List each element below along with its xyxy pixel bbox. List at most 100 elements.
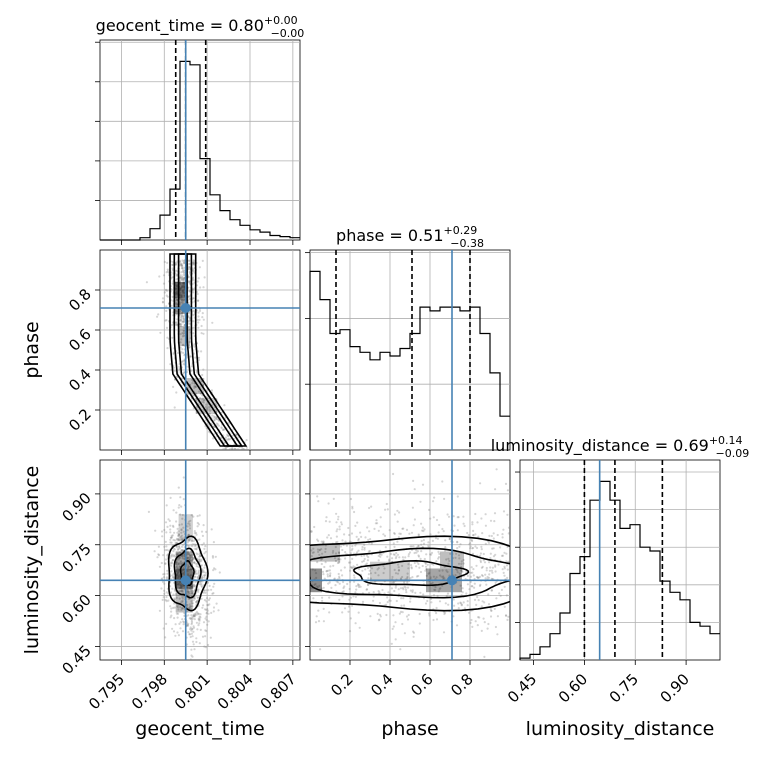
scatter-point [215,417,218,420]
scatter-point [397,588,400,591]
scatter-point [358,626,361,629]
scatter-point [161,598,164,602]
scatter-point [361,545,364,549]
scatter-point [468,543,471,546]
scatter-point [194,385,197,389]
scatter-point [491,547,494,550]
scatter-point [489,566,492,569]
scatter-point [406,572,409,575]
scatter-point [172,554,176,557]
scatter-point [198,615,201,618]
scatter-point [403,604,406,607]
contours-luminosity_distance-vs-phase [310,535,510,612]
scatter-point [199,583,202,586]
scatter-point [212,606,216,609]
scatter-point [397,566,400,569]
scatter-point [201,606,204,609]
scatter-point [406,581,409,584]
scatter-point [342,590,345,593]
scatter-point [399,577,402,580]
scatter-point [169,605,172,608]
scatter-point [482,559,485,562]
scatter-point [173,548,176,551]
scatter-point [347,610,350,613]
scatter-point [175,563,179,566]
scatter-point [222,448,225,450]
scatter-point [169,562,172,565]
scatter-point [172,538,175,542]
scatter-point [409,577,412,580]
scatter-point [189,633,192,636]
scatter-point [180,590,183,593]
scatter-point [181,335,184,338]
scatter-point [477,616,480,619]
scatter-point [179,323,182,326]
scatter-point [367,566,370,570]
scatter-point [178,369,181,372]
scatter-point [200,558,203,561]
scatter-point [179,264,182,267]
scatter-point [199,628,202,632]
scatter-point [160,530,164,533]
scatter-point [478,575,481,579]
scatter-point [186,588,189,591]
scatter-point [202,569,205,572]
scatter-point [313,583,316,587]
scatter-point [165,305,168,308]
scatter-point [333,577,336,580]
scatter-point [187,590,190,594]
scatter-point [178,276,182,279]
scatter-point [197,558,201,562]
scatter-point [349,561,352,564]
scatter-point [161,577,164,580]
scatter-point [229,437,232,441]
scatter-point [165,595,168,599]
scatter-point [179,606,182,609]
scatter-point [180,263,183,266]
scatter-point [187,539,190,542]
scatter-point [361,548,364,551]
scatter-point [323,565,326,569]
scatter-point [358,567,361,571]
scatter-point [367,577,370,580]
scatter-point [203,399,206,402]
scatter-point [413,561,416,565]
scatter-point [173,406,176,409]
scatter-point [382,571,385,575]
scatter-point [403,585,406,588]
scatter-point [329,574,332,577]
scatter-point [195,621,198,624]
scatter-point [350,549,353,552]
scatter-point [204,550,207,553]
scatter-point [408,551,412,554]
scatter-point [231,447,234,450]
scatter-point [196,576,199,579]
scatter-point [192,625,195,628]
scatter-point [195,533,198,536]
scatter-point [190,589,193,593]
scatter-point [488,534,491,538]
scatter-point [453,524,456,527]
scatter-point [434,586,437,589]
scatter-point [343,585,346,588]
scatter-point [454,567,457,571]
scatter-point [393,532,396,536]
scatter-point [171,627,174,630]
scatter-point [177,608,180,611]
scatter-point [170,541,173,544]
scatter-point [318,548,321,552]
scatter-point [370,505,373,508]
scatter-point [162,596,165,599]
scatter-point [188,527,192,530]
scatter-point [360,535,363,539]
scatter-point [233,447,236,450]
scatter-point [188,317,192,320]
scatter-point [339,558,342,561]
scatter-point [191,279,195,282]
scatter-point [430,601,433,604]
scatter-point [202,524,205,527]
scatter-point [188,270,191,274]
scatter-point [504,614,508,617]
scatter-point [175,261,178,264]
scatter-point [437,590,440,593]
